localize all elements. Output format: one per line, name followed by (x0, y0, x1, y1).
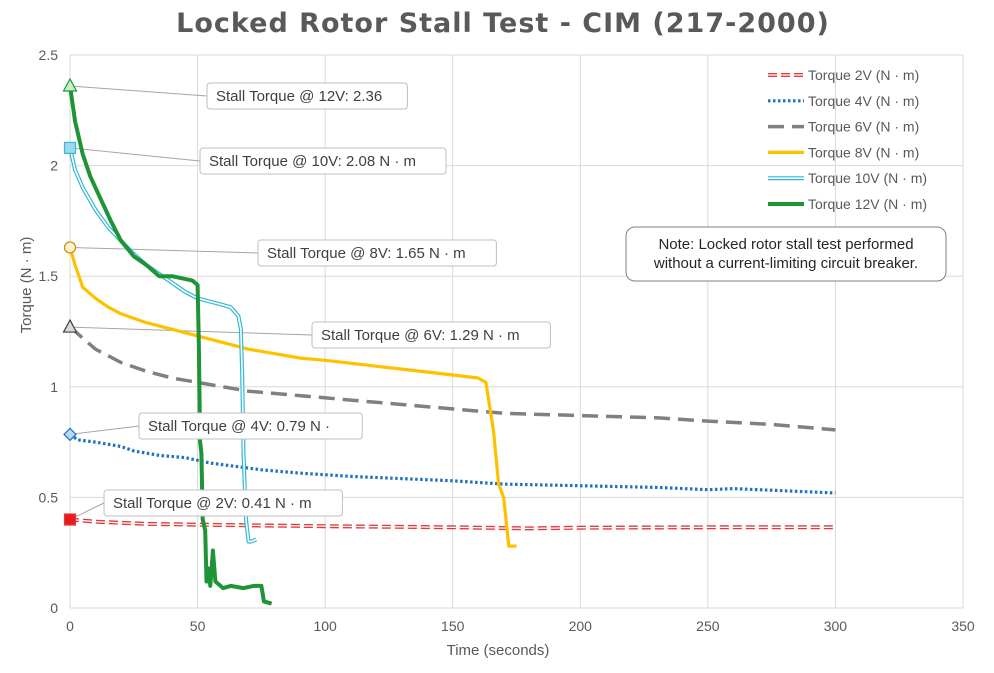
x-tick-label: 350 (951, 618, 975, 634)
legend-label: Torque 6V (N · m) (808, 119, 919, 135)
callout-label: Stall Torque @ 8V: 1.65 N · m (267, 245, 466, 262)
note-line-2: without a current-limiting circuit break… (653, 255, 918, 272)
callout-label: Stall Torque @ 12V: 2.36 (216, 88, 382, 105)
callout-box (206, 82, 408, 110)
x-tick-label: 200 (569, 618, 593, 634)
y-tick-label: 2 (50, 158, 58, 174)
callout-box (257, 239, 497, 267)
stall-marker (62, 77, 78, 92)
chart-title: Locked Rotor Stall Test - CIM (217-2000) (176, 8, 830, 39)
y-tick-label: 1.5 (39, 268, 59, 284)
series-lines (68, 85, 836, 606)
callout-box (103, 489, 343, 517)
legend-label: Torque 12V (N · m) (808, 196, 927, 212)
callout-leader-line (69, 425, 140, 435)
series-line-inner (69, 147, 257, 543)
x-axis-title: Time (seconds) (447, 642, 550, 659)
stall-marker (63, 141, 77, 155)
series-line (68, 325, 836, 432)
callout-leader-line (69, 85, 208, 97)
series-line (69, 433, 836, 495)
callout-label: Stall Torque @ 4V: 0.79 N · (148, 418, 330, 435)
x-tick-label: 100 (313, 618, 337, 634)
note-box: Note: Locked rotor stall test performed … (625, 226, 947, 282)
x-tick-label: 300 (824, 618, 848, 634)
legend-label: Torque 4V (N · m) (808, 93, 919, 109)
callout-leader-line (69, 326, 313, 336)
series-line (68, 246, 517, 548)
note-line-1: Note: Locked rotor stall test performed (658, 236, 913, 253)
gridlines (69, 54, 964, 609)
series-line (68, 85, 273, 606)
callout-leader-line (69, 147, 201, 162)
stall-marker (63, 427, 77, 442)
y-axis-title: Torque (N · m) (18, 237, 35, 334)
y-tick-label: 2.5 (39, 47, 59, 63)
callout-labels: Stall Torque @ 2V: 0.41 N · m Stall Torqu… (103, 82, 551, 517)
note-box-frame (625, 226, 947, 282)
x-tick-label: 150 (441, 618, 465, 634)
axes: 0 0.5 1 1.5 2 2.5 0 50 100 150 200 250 300 350 (39, 47, 975, 634)
callout-box (138, 412, 363, 440)
callout-leader-line (69, 246, 259, 254)
callout-box (199, 147, 447, 175)
legend-label: Torque 10V (N · m) (808, 170, 927, 186)
y-tick-label: 1 (50, 379, 58, 395)
callout-box (311, 321, 551, 349)
stall-marker (63, 241, 77, 254)
legend-label: Torque 8V (N · m) (808, 144, 919, 160)
stall-marker (63, 513, 77, 526)
stall-markers (62, 77, 78, 526)
callout-label: Stall Torque @ 2V: 0.41 N · m (113, 495, 312, 512)
callout-label: Stall Torque @ 10V: 2.08 N · m (209, 153, 416, 170)
legend: Torque 2V (N · m) Torque 4V (N · m) Torque… (768, 67, 927, 212)
x-tick-label: 250 (696, 618, 720, 634)
y-tick-label: 0 (50, 600, 58, 616)
stall-marker (62, 318, 78, 333)
callout-leader-lines (69, 85, 313, 520)
y-tick-label: 0.5 (39, 489, 59, 505)
series-line-inner (69, 518, 836, 530)
legend-label: Torque 2V (N · m) (808, 67, 919, 83)
x-tick-label: 50 (190, 618, 206, 634)
x-tick-label: 0 (66, 618, 74, 634)
callout-label: Stall Torque @ 6V: 1.29 N · m (321, 327, 520, 344)
